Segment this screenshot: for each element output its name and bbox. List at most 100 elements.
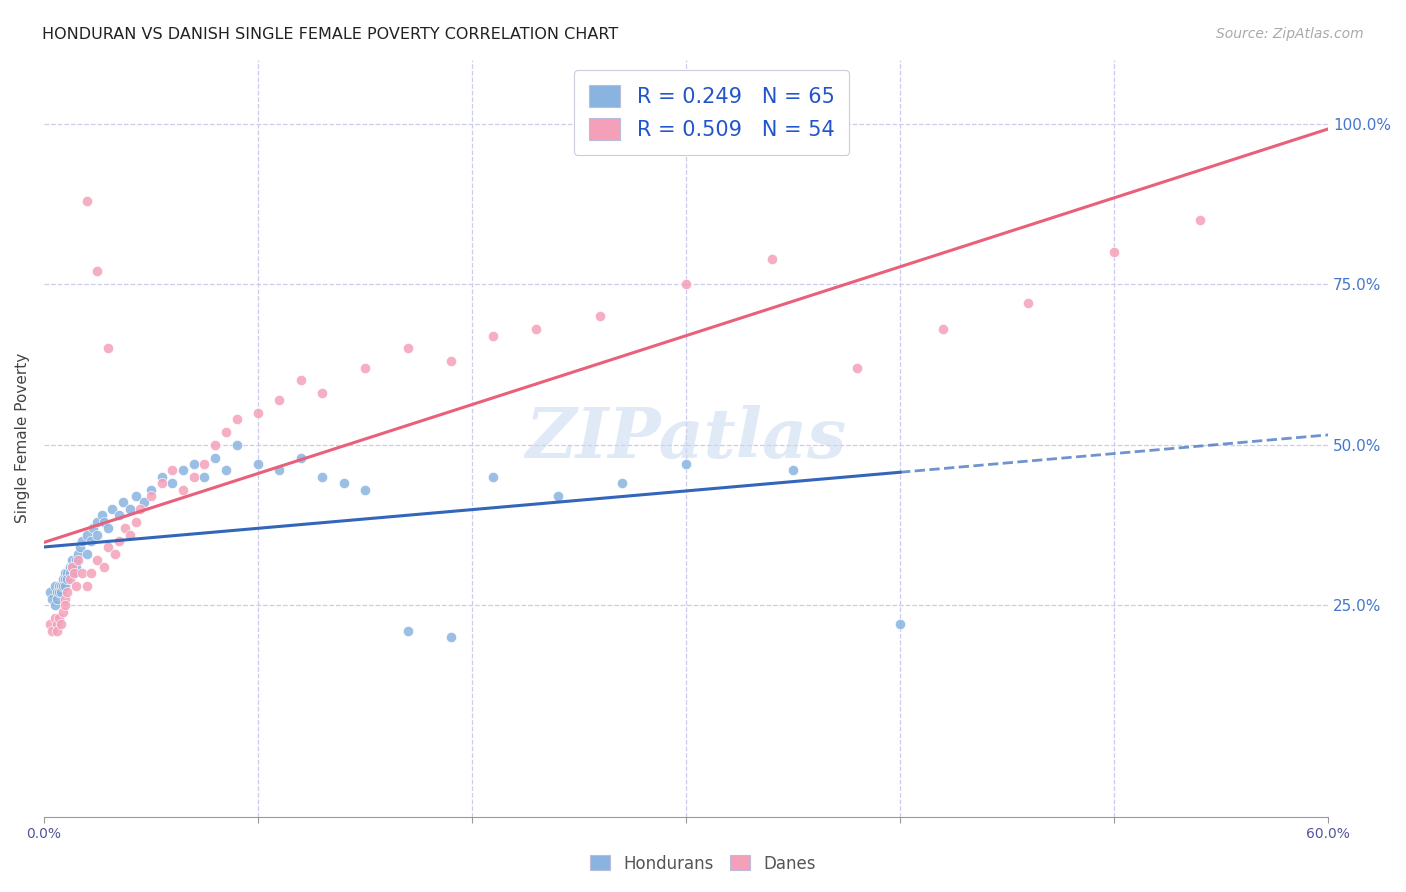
Point (41, 624, 63, 638)
Point (48, 579, 70, 593)
Point (60, 559, 83, 574)
Point (396, 342, 419, 356)
Point (53, 591, 76, 606)
Point (45, 585, 67, 599)
Point (39, 585, 62, 599)
Point (610, 476, 633, 491)
Point (63, 566, 86, 580)
Point (1188, 213, 1211, 227)
Point (183, 469, 205, 483)
Point (86, 264, 108, 278)
Point (39, 617, 62, 632)
Point (761, 252, 783, 266)
Point (125, 489, 148, 503)
Point (246, 457, 269, 471)
Point (97, 342, 120, 356)
Point (67, 553, 90, 567)
Point (53, 566, 76, 580)
Point (1102, 245, 1125, 260)
Point (134, 495, 156, 509)
Point (172, 463, 194, 477)
Point (118, 527, 141, 541)
Point (97, 541, 120, 555)
Point (114, 521, 136, 535)
Point (125, 515, 148, 529)
Point (139, 483, 162, 497)
Point (118, 501, 141, 516)
Point (41, 591, 63, 606)
Point (482, 328, 505, 343)
Point (67, 547, 90, 561)
Point (204, 438, 226, 452)
Point (354, 360, 377, 375)
Point (107, 533, 129, 548)
Point (65, 579, 87, 593)
Point (44, 598, 66, 612)
Point (675, 277, 697, 292)
Point (290, 450, 312, 465)
Point (52, 605, 75, 619)
Point (76, 547, 98, 561)
Text: ZIPatlas: ZIPatlas (526, 404, 846, 472)
Point (889, 617, 911, 632)
Point (56, 566, 79, 580)
Point (60, 553, 83, 567)
Point (45, 624, 67, 638)
Point (44, 611, 66, 625)
Text: Source: ZipAtlas.com: Source: ZipAtlas.com (1216, 27, 1364, 41)
Point (162, 463, 184, 477)
Point (48, 585, 70, 599)
Point (56, 573, 79, 587)
Point (112, 495, 135, 509)
Point (82, 521, 104, 535)
Point (93, 559, 115, 574)
Point (482, 469, 505, 483)
Point (846, 360, 869, 375)
Point (49, 579, 72, 593)
Point (547, 489, 569, 503)
Point (524, 322, 547, 336)
Point (107, 508, 129, 523)
Point (76, 194, 98, 208)
Point (332, 476, 354, 491)
Point (183, 457, 205, 471)
Point (311, 386, 333, 401)
Point (139, 489, 162, 503)
Point (69, 541, 91, 555)
Point (162, 476, 184, 491)
Point (76, 579, 98, 593)
Point (225, 412, 247, 426)
Point (172, 483, 194, 497)
Point (45, 591, 67, 606)
Point (439, 354, 461, 368)
Point (150, 476, 173, 491)
Point (86, 515, 108, 529)
Point (53, 579, 76, 593)
Point (63, 566, 86, 580)
Point (49, 617, 72, 632)
Point (86, 527, 108, 541)
Legend: R = 0.249   N = 65, R = 0.509   N = 54: R = 0.249 N = 65, R = 0.509 N = 54 (574, 70, 849, 155)
Point (103, 547, 125, 561)
Point (52, 579, 75, 593)
Point (215, 425, 238, 439)
Point (782, 463, 804, 477)
Point (269, 463, 291, 477)
Point (44, 579, 66, 593)
Point (56, 585, 79, 599)
Point (193, 469, 215, 483)
Point (150, 469, 173, 483)
Text: HONDURAN VS DANISH SINGLE FEMALE POVERTY CORRELATION CHART: HONDURAN VS DANISH SINGLE FEMALE POVERTY… (42, 27, 619, 42)
Point (80, 566, 103, 580)
Point (93, 515, 115, 529)
Point (589, 310, 612, 324)
Point (80, 533, 103, 548)
Point (76, 527, 98, 541)
Point (90, 508, 112, 523)
Point (246, 406, 269, 420)
Point (932, 322, 955, 336)
Point (72, 533, 94, 548)
Point (225, 438, 247, 452)
Point (58, 573, 80, 587)
Point (58, 566, 80, 580)
